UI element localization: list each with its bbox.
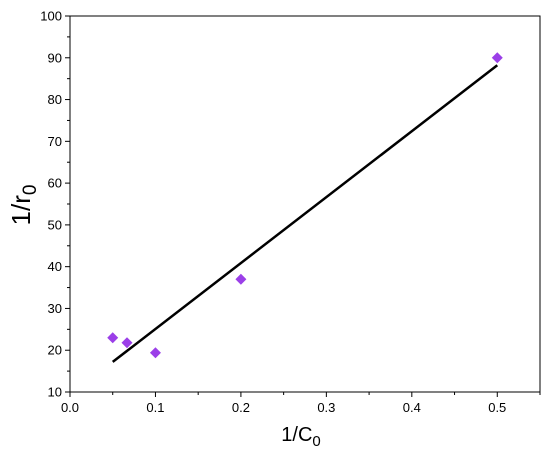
x-axis-ticks xyxy=(69,392,541,397)
y-tick-label: 70 xyxy=(48,134,62,149)
x-axis-tick-labels: 0.0 0.1 0.2 0.3 0.4 0.5 xyxy=(61,400,506,415)
y-tick-label: 20 xyxy=(48,343,62,358)
x-tick-label: 0.5 xyxy=(488,400,506,415)
plot-frame xyxy=(69,15,541,393)
x-tick-label: 0.0 xyxy=(61,400,79,415)
y-tick-label: 90 xyxy=(48,50,62,65)
data-point-diamond xyxy=(121,337,133,349)
y-tick-label: 10 xyxy=(48,385,62,400)
data-point-diamond xyxy=(235,273,247,285)
y-tick-label: 100 xyxy=(40,9,62,24)
data-point-diamond xyxy=(491,52,503,64)
y-tick-label: 60 xyxy=(48,176,62,191)
fit-line xyxy=(111,64,499,363)
data-point-diamond xyxy=(107,332,119,344)
x-tick-label: 0.1 xyxy=(146,400,164,415)
y-axis-title: 1/r0 xyxy=(6,185,41,226)
y-axis-tick-labels: 10 20 30 40 50 60 70 80 90 100 xyxy=(40,9,62,400)
x-tick-label: 0.4 xyxy=(403,400,421,415)
plot-border xyxy=(69,15,541,393)
y-tick-label: 50 xyxy=(48,217,62,232)
x-tick-label: 0.3 xyxy=(317,400,335,415)
y-tick-label: 80 xyxy=(48,92,62,107)
y-tick-label: 40 xyxy=(48,259,62,274)
x-tick-label: 0.2 xyxy=(232,400,250,415)
y-tick-label: 30 xyxy=(48,301,62,316)
series-layer xyxy=(107,52,503,363)
x-axis-title: 1/C0 xyxy=(281,424,320,450)
y-axis-ticks xyxy=(65,15,70,393)
data-point-diamond xyxy=(149,347,161,359)
